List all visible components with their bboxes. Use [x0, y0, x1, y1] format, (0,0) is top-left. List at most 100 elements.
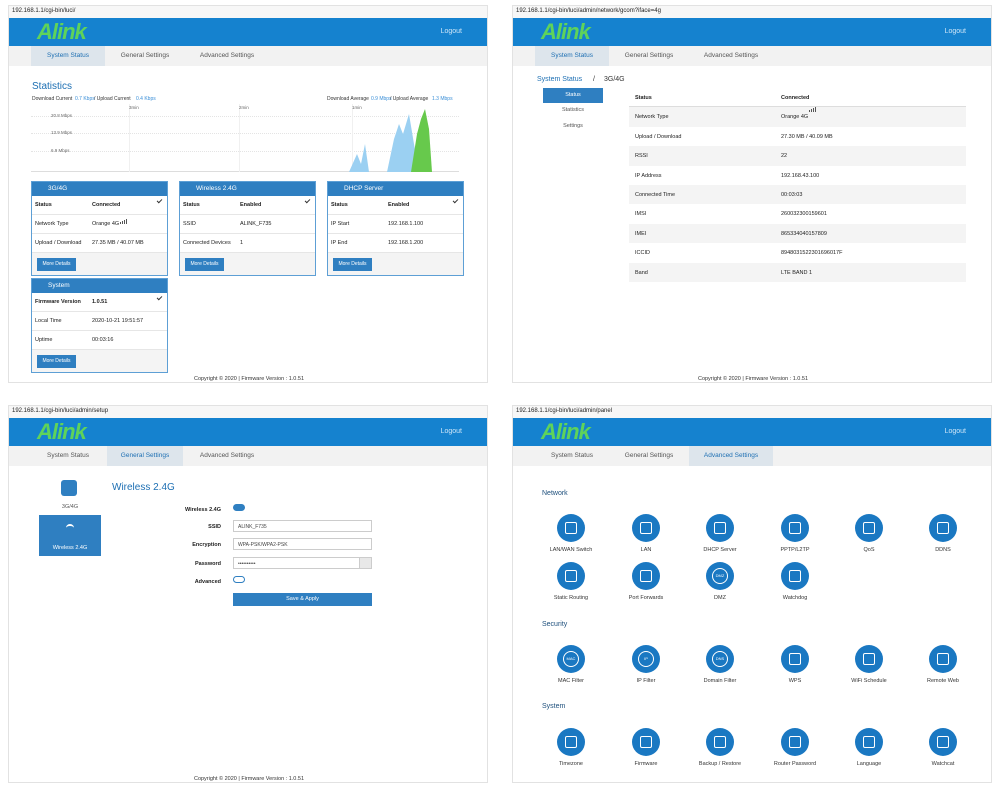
tab[interactable]: Advanced Settings	[703, 52, 759, 59]
save-apply-button[interactable]: Save & Apply	[233, 593, 372, 606]
settings-label[interactable]: Watchcat	[931, 761, 955, 767]
settings-label[interactable]: Firmware	[634, 761, 658, 767]
settings-icon[interactable]	[855, 514, 883, 542]
settings-label[interactable]: Port Forwards	[628, 595, 664, 601]
more-details-button[interactable]: More Details	[333, 258, 372, 271]
settings-label[interactable]: QoS	[863, 547, 875, 553]
settings-icon[interactable]: MAC	[557, 645, 585, 673]
reveal-button[interactable]	[359, 557, 372, 569]
address-bar	[9, 406, 487, 418]
tab[interactable]: Advanced Settings	[689, 446, 773, 466]
settings-label[interactable]: Backup / Restore	[698, 761, 742, 767]
tab[interactable]: System Status	[47, 452, 89, 459]
sidebar-item[interactable]: Status	[565, 92, 581, 98]
input-ssid[interactable]: ALINK_F735	[233, 520, 372, 532]
settings-label[interactable]: DMZ	[714, 595, 726, 601]
logo[interactable]: Alink	[541, 19, 591, 44]
more-details-button[interactable]: More Details	[185, 258, 224, 271]
icon-glyph	[565, 736, 577, 748]
tab[interactable]: System Status	[31, 46, 105, 66]
logo[interactable]: Alink	[37, 19, 87, 44]
settings-icon[interactable]: DNS	[706, 645, 734, 673]
settings-icon[interactable]	[781, 514, 809, 542]
settings-label[interactable]: Language	[856, 761, 882, 767]
settings-icon[interactable]	[781, 562, 809, 590]
tab[interactable]: General Settings	[107, 446, 183, 466]
settings-icon[interactable]	[929, 728, 957, 756]
settings-label[interactable]: WPS	[788, 678, 802, 684]
settings-icon[interactable]	[706, 514, 734, 542]
tab[interactable]: Advanced Settings	[199, 452, 255, 459]
settings-icon[interactable]	[706, 728, 734, 756]
more-details-button[interactable]: More Details	[37, 355, 76, 368]
logout[interactable]: Logout	[440, 28, 462, 35]
card-row	[180, 196, 315, 215]
sidebar-item[interactable]: Wireless 2.4G	[52, 545, 88, 551]
sidebar-item[interactable]: 3G/4G	[61, 504, 79, 510]
settings-icon[interactable]	[632, 562, 660, 590]
settings-icon[interactable]: IP	[632, 645, 660, 673]
settings-label[interactable]: DHCP Server	[703, 547, 737, 553]
sidebar-item[interactable]: Statistics	[561, 107, 584, 113]
settings-icon[interactable]	[632, 728, 660, 756]
settings-label[interactable]: LAN/WAN Switch	[549, 547, 593, 553]
settings-label[interactable]: Watchdog	[782, 595, 808, 601]
settings-label[interactable]: Static Routing	[553, 595, 589, 601]
logout[interactable]: Logout	[944, 28, 966, 35]
logo[interactable]: Alink	[541, 419, 591, 444]
settings-label[interactable]: PPTP/L2TP	[780, 547, 810, 553]
tab[interactable]: General Settings	[624, 452, 674, 459]
time-label: 1min	[352, 105, 362, 110]
settings-icon[interactable]	[781, 728, 809, 756]
settings-label[interactable]: DDNS	[935, 547, 951, 553]
input-encryption[interactable]: WPA-PSK/WPA2-PSK	[233, 538, 372, 550]
header	[513, 18, 991, 46]
settings-icon[interactable]	[557, 514, 585, 542]
signal-bar	[813, 108, 815, 112]
settings-icon[interactable]	[855, 728, 883, 756]
card-title: Wireless 2.4G	[196, 185, 237, 192]
settings-label[interactable]: Timezone	[559, 761, 583, 767]
toggle-off[interactable]	[233, 576, 245, 583]
mobile-panel: 192.168.1.1/cgi-bin/luci/admin/network/g…	[512, 5, 992, 383]
tab[interactable]: General Settings	[624, 52, 674, 59]
settings-label[interactable]: Domain Filter	[703, 678, 737, 684]
settings-icon[interactable]	[781, 645, 809, 673]
tab[interactable]: General Settings	[120, 52, 170, 59]
settings-icon[interactable]	[557, 562, 585, 590]
icon-text: IP	[644, 656, 648, 661]
settings-icon[interactable]	[632, 514, 660, 542]
sidebar-item[interactable]: Settings	[563, 123, 583, 129]
toggle-on[interactable]	[233, 504, 245, 511]
icon-badge: DMZ	[712, 568, 728, 584]
more-details-button[interactable]: More Details	[37, 258, 76, 271]
legend-text: / Upload Average	[390, 96, 429, 102]
settings-label[interactable]: WiFi Schedule	[851, 678, 887, 684]
section-title: Network	[542, 490, 568, 497]
settings-label[interactable]: IP Filter	[636, 678, 656, 684]
icon-badge: MAC	[563, 651, 579, 667]
settings-icon[interactable]	[929, 645, 957, 673]
logo[interactable]: Alink	[37, 419, 87, 444]
settings-label[interactable]: Router Password	[773, 761, 817, 767]
row-label: Status	[35, 202, 52, 208]
settings-icon[interactable]	[929, 514, 957, 542]
icon-glyph	[640, 570, 652, 582]
legend-text: Download Average	[327, 96, 369, 102]
settings-label[interactable]: LAN	[640, 547, 652, 553]
settings-icon[interactable]: DMZ	[706, 562, 734, 590]
tab[interactable]: System Status	[551, 452, 593, 459]
breadcrumb: /	[593, 76, 595, 83]
input-password[interactable]: ••••••••••	[233, 557, 372, 569]
table-row	[629, 107, 966, 127]
settings-label[interactable]: Remote Web	[927, 678, 959, 684]
logout[interactable]: Logout	[440, 428, 462, 435]
settings-label[interactable]: MAC Filter	[558, 678, 584, 684]
settings-icon[interactable]	[557, 728, 585, 756]
tab[interactable]: Advanced Settings	[199, 52, 255, 59]
tab[interactable]: System Status	[535, 46, 609, 66]
settings-icon[interactable]	[855, 645, 883, 673]
breadcrumb[interactable]: System Status	[537, 76, 583, 83]
logout[interactable]: Logout	[944, 428, 966, 435]
